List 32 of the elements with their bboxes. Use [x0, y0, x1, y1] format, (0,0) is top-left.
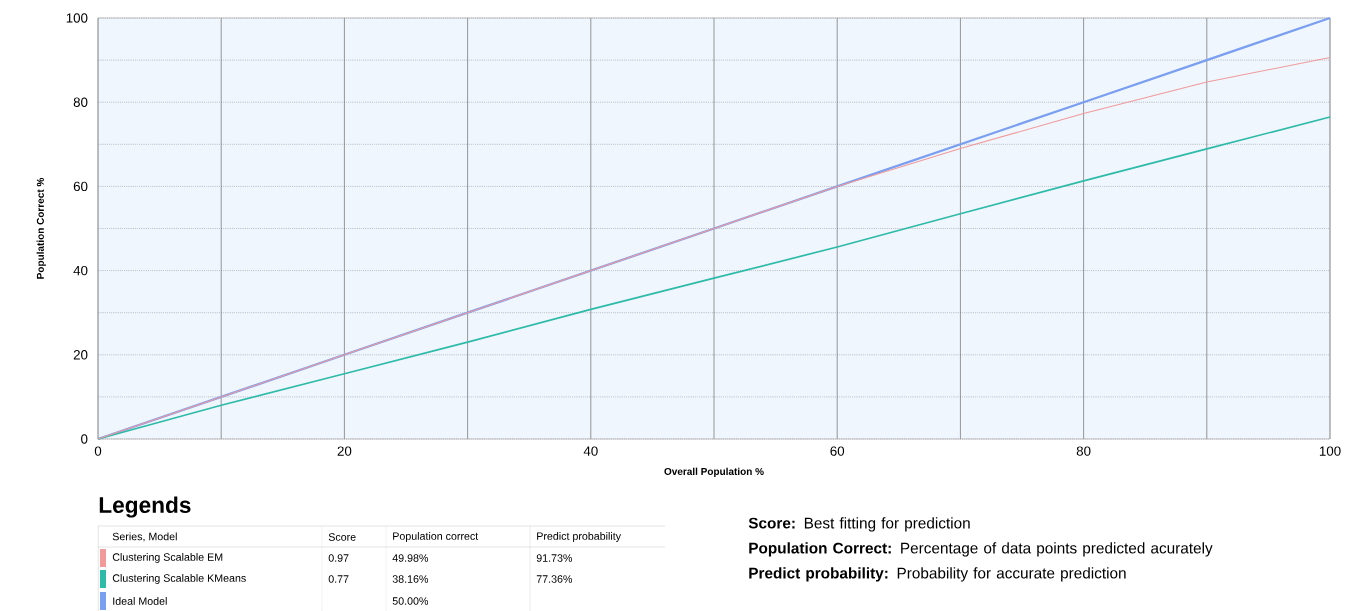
text: Series, Model — [112, 532, 177, 542]
y-tick-label: 80 — [73, 97, 88, 107]
text: Predict probability — [537, 531, 622, 542]
text: 38.16% — [392, 575, 429, 583]
x-axis-title: Overall Population % — [664, 467, 764, 477]
text: Population Correct: Percentage of data points predicted acurately — [749, 542, 1213, 557]
y-tick-label: 40 — [73, 265, 88, 276]
y-tick-label: 20 — [73, 349, 88, 360]
x-tick-label: 40 — [583, 446, 598, 456]
y-axis-title: Population Correct % — [36, 177, 46, 279]
text: Score — [328, 533, 356, 541]
legend-label: Clustering Scalable KMeans — [112, 573, 246, 584]
text: 0.97 — [328, 554, 349, 562]
x-tick-label: 80 — [1076, 446, 1091, 456]
text: Population correct — [393, 531, 479, 542]
text: Score: Best fitting for prediction — [748, 517, 970, 532]
text: 49.98% — [392, 554, 429, 562]
y-tick-label: 60 — [73, 181, 88, 191]
text: 77.36% — [536, 575, 573, 583]
text: 91.73% — [536, 554, 573, 562]
legend-label: Clustering Scalable EM — [112, 552, 223, 563]
x-tick-label: 0 — [94, 446, 102, 456]
y-tick-label: 0 — [81, 434, 88, 444]
legend-title: Legends — [99, 496, 191, 518]
y-tick-label: 100 — [66, 13, 88, 23]
x-tick-label: 100 — [1319, 446, 1341, 456]
x-tick-label: 60 — [830, 446, 845, 456]
text: Predict probability: Probability for accurate prediction — [749, 567, 1126, 582]
x-tick-label: 20 — [337, 446, 352, 456]
text: 0.77 — [328, 575, 349, 583]
text: 50.00% — [392, 597, 429, 605]
legend-label: Ideal Model — [113, 596, 167, 605]
